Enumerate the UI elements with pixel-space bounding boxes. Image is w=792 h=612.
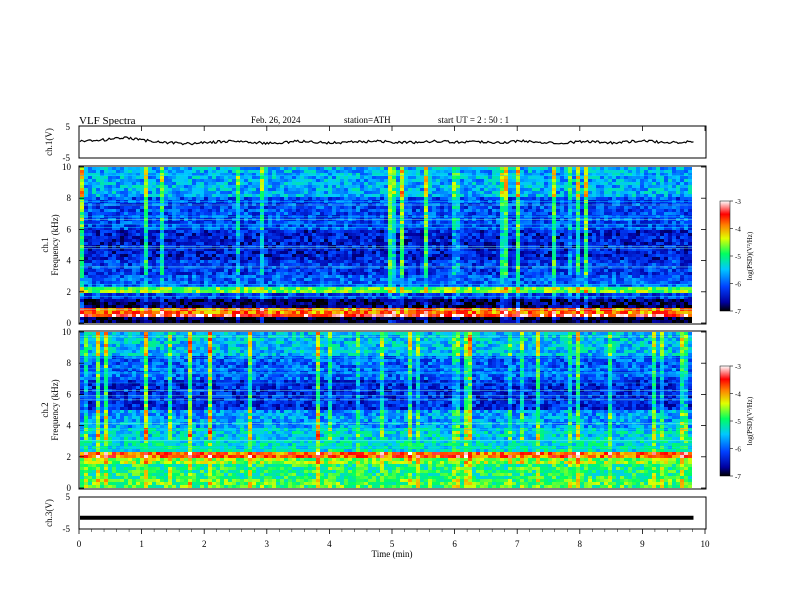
ch1-spec-ylabel-freq: Frequency (kHz) (50, 214, 60, 275)
spec-ytick-label: 0 (67, 318, 72, 328)
spec-ytick-label: 6 (67, 224, 72, 234)
time-tick-label: 1 (139, 539, 144, 549)
ch1-ylabel: ch.1(V) (44, 128, 54, 156)
colorbar-tick-label: -7 (735, 308, 741, 316)
colorbar-tick-label: -5 (735, 418, 741, 426)
time-tick-label: 8 (578, 539, 583, 549)
spec-ytick-label: 2 (67, 287, 72, 297)
spec-ytick-label: 0 (67, 483, 72, 493)
spec-ytick-label: 10 (62, 162, 72, 172)
date-label: Feb. 26, 2024 (251, 115, 301, 125)
spec-ytick-label: 2 (67, 452, 72, 462)
ch1-colorbar-ticks: -3 -4 -5 -6 -7 (730, 198, 741, 316)
ch1-waveform-line (79, 136, 694, 146)
time-tick-label: 10 (701, 539, 711, 549)
ch1-waveform-frame (78, 125, 707, 159)
ch1-colorbar-label: log(PSD)(V²/Hz) (746, 231, 754, 280)
ch1-ytick-top: 5 (66, 122, 71, 132)
ch2-spectrogram-frame (78, 330, 707, 490)
ch2-spectrogram (80, 332, 692, 488)
ch1-spectrogram-frame (78, 165, 707, 325)
time-tick-label: 6 (452, 539, 457, 549)
colorbar-tick-label: -6 (735, 446, 741, 454)
ch3-ytick-top: 5 (66, 492, 71, 502)
time-tick-label: 4 (327, 539, 332, 549)
ch2-spec-ylabel-freq: Frequency (kHz) (50, 379, 60, 440)
colorbar-tick-label: -3 (735, 363, 741, 371)
colorbar-tick-label: -7 (735, 473, 741, 481)
colorbar-tick-label: -5 (735, 253, 741, 261)
spec-ytick-label: 10 (62, 327, 72, 337)
start-time-label: start UT = 2 : 50 : 1 (438, 115, 509, 125)
time-tick-label: 5 (390, 539, 395, 549)
time-tick-label: 7 (515, 539, 520, 549)
time-axis: 0 1 2 3 4 5 6 7 8 9 10 (77, 126, 710, 549)
ch1-ytick-bottom: -5 (63, 153, 71, 163)
ch3-ylabel: ch.3(V) (44, 499, 54, 527)
spec-ytick-label: 8 (67, 358, 72, 368)
ch1-spec-ylabel-channel: ch.1 (40, 237, 50, 252)
ch3-ytick-bottom: -5 (63, 524, 71, 534)
ch2-colorbar-ticks: -3 -4 -5 -6 -7 (730, 363, 741, 481)
ch1-spectrogram (80, 167, 692, 323)
ch2-colorbar-label: log(PSD)(V²/Hz) (746, 396, 754, 445)
figure-title: VLF Spectra (79, 115, 136, 127)
station-label: station=ATH (344, 115, 391, 125)
time-tick-label: 0 (77, 539, 82, 549)
spec-ytick-label: 4 (67, 256, 72, 266)
ch3-waveform-frame (78, 496, 707, 530)
colorbar-tick-label: -4 (735, 226, 741, 234)
time-tick-label: 3 (265, 539, 270, 549)
colorbar-tick-label: -6 (735, 281, 741, 289)
time-tick-label: 9 (640, 539, 645, 549)
ch2-spec-ylabel-channel: ch.2 (40, 402, 50, 417)
colorbar-tick-label: -3 (735, 198, 741, 206)
spec-ytick-label: 6 (67, 389, 72, 399)
colorbar-tick-label: -4 (735, 391, 741, 399)
spec-ytick-label: 4 (67, 421, 72, 431)
time-axis-label: Time (min) (372, 549, 413, 559)
ch2-colorbar (719, 365, 731, 477)
ch1-spec-yticks: 0 2 4 6 8 10 (62, 162, 706, 328)
ch1-colorbar (719, 200, 731, 312)
spec-ytick-label: 8 (67, 193, 72, 203)
time-tick-label: 2 (202, 539, 207, 549)
ch2-spec-yticks: 0 2 4 6 8 10 (62, 327, 706, 493)
